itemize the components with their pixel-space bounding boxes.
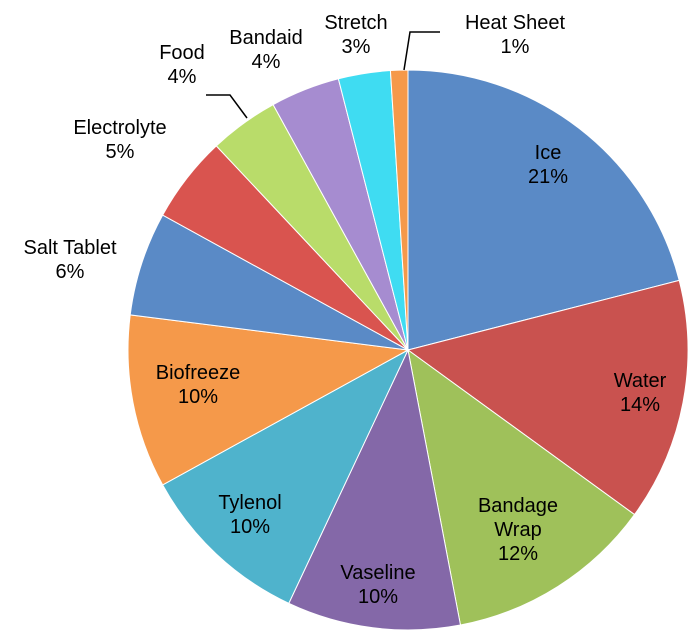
category-label: Electrolyte [73,117,167,139]
pie-slice [127,314,410,486]
leader-line [403,31,440,71]
slice-label: Vaseline 10% [303,561,453,609]
category-label: Biofreeze [155,362,241,384]
pie-slice [161,348,410,605]
value-label: 10% [177,386,219,408]
category-label: Bandage Wrap [477,495,559,541]
slice-label: Biofreeze 10% [123,361,273,409]
slice-label: Stretch 3% [281,11,431,59]
pie-slice [407,69,680,351]
slice-label: Water 14% [565,369,689,417]
slice-label: Food 4% [107,41,257,89]
slice-label: Bandage Wrap 12% [468,494,568,566]
category-label: Tylenol [218,492,282,514]
pie-slice [288,348,462,631]
value-label: 4% [251,51,281,73]
pie-slice [406,279,689,516]
pie-slice [407,348,636,626]
pie-slice [389,69,409,351]
value-label: 5% [105,141,135,163]
leader-line [206,94,248,119]
value-label: 10% [357,586,399,608]
value-label: 1% [500,36,530,58]
value-label: 3% [341,36,371,58]
category-label: Bandaid [229,27,303,49]
slice-label: Bandaid 4% [191,26,341,74]
slice-label: Ice 21% [473,141,623,189]
category-label: Heat Sheet [464,12,566,34]
slice-label: Tylenol 10% [175,491,325,539]
slice-label: Electrolyte 5% [45,116,195,164]
category-label: Food [159,42,205,64]
slice-label: Heat Sheet 1% [440,11,590,59]
category-label: Vaseline [340,562,416,584]
value-label: 6% [55,261,85,283]
value-label: 12% [497,543,539,565]
value-label: 14% [619,394,661,416]
category-label: Ice [534,142,562,164]
category-label: Salt Tablet [23,237,117,259]
category-label: Stretch [324,12,388,34]
category-label: Water [613,370,667,392]
slice-label: Salt Tablet 6% [0,236,145,284]
value-label: 21% [527,166,569,188]
value-label: 4% [167,66,197,88]
value-label: 10% [229,516,271,538]
